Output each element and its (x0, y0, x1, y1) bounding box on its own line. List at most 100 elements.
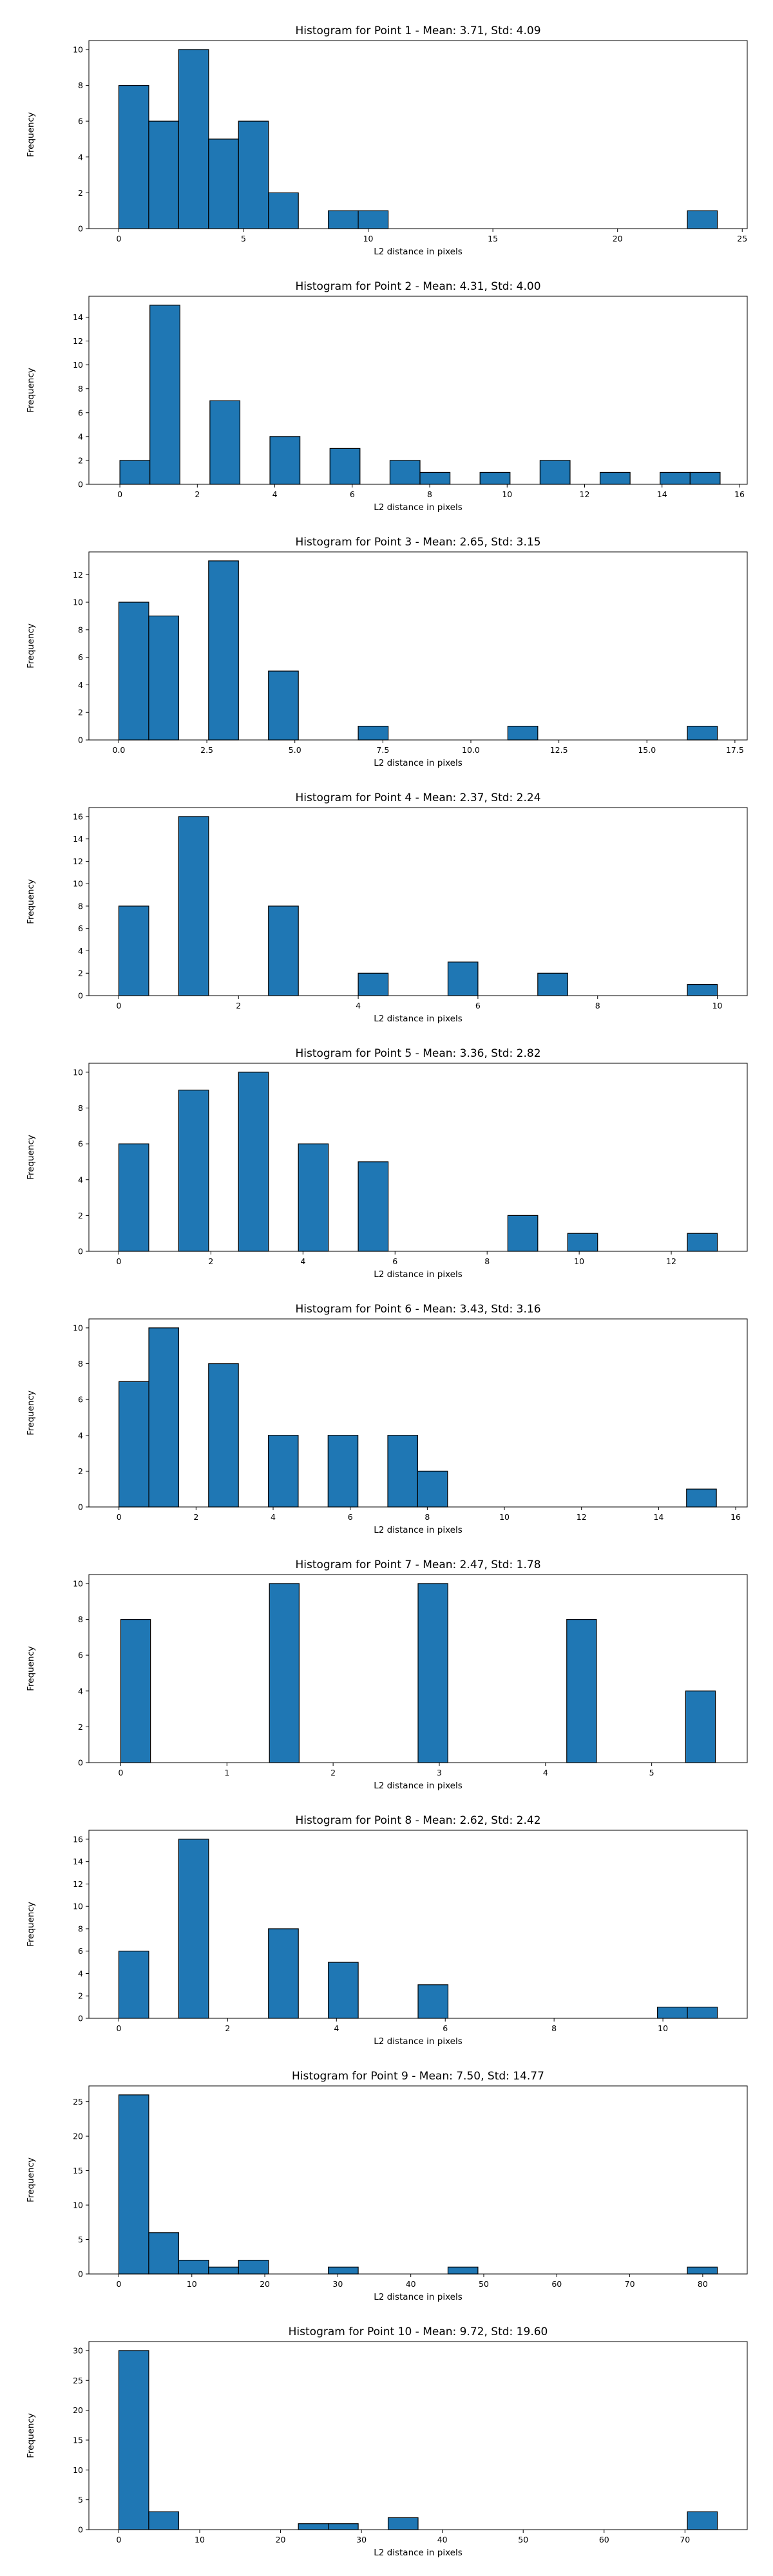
x-tick-label: 40 (437, 2535, 448, 2544)
y-tick-label: 4 (78, 680, 83, 690)
chart-title: Histogram for Point 2 - Mean: 4.31, Std:… (295, 280, 540, 293)
y-tick-label: 6 (78, 408, 83, 417)
x-tick-label: 10 (187, 2279, 197, 2289)
x-tick-label: 0 (116, 2279, 121, 2289)
histogram-bar (689, 471, 721, 485)
x-tick-label: 30 (356, 2535, 367, 2544)
histogram-bar (687, 726, 718, 741)
histogram-bar (417, 1984, 449, 2019)
x-axis-label: L2 distance in pixels (374, 247, 462, 257)
histogram-bar (417, 1583, 448, 1763)
x-axis-label: L2 distance in pixels (374, 1014, 462, 1024)
histogram-bar (566, 1618, 597, 1763)
x-tick-label: 1 (224, 1768, 229, 1777)
histogram-bar (208, 560, 239, 741)
y-tick-label: 10 (73, 1067, 83, 1077)
x-tick-label: 0 (116, 2535, 121, 2544)
x-tick-label: 10 (574, 1256, 584, 1266)
y-tick-label: 10 (73, 1323, 83, 1332)
histogram-bar (539, 460, 571, 485)
histogram-bar (268, 192, 299, 229)
x-tick-label: 5.0 (289, 745, 301, 755)
y-tick-label: 6 (78, 1651, 83, 1660)
histogram-bar (178, 2260, 209, 2275)
x-tick-label: 0 (117, 489, 122, 499)
x-tick-label: 6 (350, 489, 355, 499)
x-tick-label: 2 (225, 2023, 230, 2033)
histogram-bar (358, 972, 389, 996)
x-tick-label: 5 (241, 234, 246, 243)
histogram-bar (298, 2523, 329, 2530)
x-tick-label: 14 (653, 1512, 663, 1522)
y-tick-label: 4 (78, 1969, 83, 1978)
x-tick-label: 0 (116, 1001, 121, 1010)
y-tick-label: 6 (78, 652, 83, 662)
histogram-bar (208, 1363, 239, 1508)
histogram-bar (118, 601, 149, 741)
histogram-bar (686, 1488, 717, 1508)
histogram-bar (687, 984, 718, 996)
y-tick-label: 2 (78, 969, 83, 978)
y-tick-label: 10 (73, 44, 83, 54)
histogram-bar (178, 816, 209, 996)
histogram-bar (328, 2266, 359, 2275)
y-tick-label: 2 (78, 1211, 83, 1220)
y-tick-label: 15 (73, 2166, 83, 2175)
x-tick-label: 14 (657, 489, 667, 499)
x-tick-label: 10 (363, 234, 374, 243)
y-tick-label: 8 (78, 80, 83, 90)
x-tick-label: 4 (271, 1512, 276, 1522)
histogram-bar (687, 1233, 718, 1252)
x-tick-label: 0 (116, 2023, 121, 2033)
y-tick-label: 4 (78, 1175, 83, 1184)
histogram-bar (358, 726, 389, 741)
x-tick-label: 2.5 (200, 745, 213, 755)
y-tick-label: 4 (78, 1686, 83, 1696)
y-tick-label: 16 (73, 1834, 83, 1844)
x-tick-label: 70 (680, 2535, 690, 2544)
y-tick-label: 6 (78, 1395, 83, 1405)
chart-title: Histogram for Point 4 - Mean: 2.37, Std:… (295, 791, 540, 804)
x-tick-label: 6 (443, 2023, 448, 2033)
x-tick-label: 60 (551, 2279, 562, 2289)
histogram-bar (447, 961, 479, 996)
histogram-point-5: Histogram for Point 5 - Mean: 3.36, Std:… (26, 1047, 748, 1280)
histogram-bar (479, 471, 511, 485)
x-axis-label: L2 distance in pixels (374, 1525, 462, 1535)
histogram-bar (119, 1381, 149, 1508)
histogram-bar (178, 49, 209, 229)
histogram-bar (118, 905, 149, 996)
y-axis-label: Frequency (26, 368, 36, 413)
x-tick-label: 2 (208, 1256, 213, 1266)
y-tick-label: 10 (73, 2201, 83, 2210)
y-axis-label: Frequency (26, 1390, 36, 1435)
histogram-point-1: Histogram for Point 1 - Mean: 3.71, Std:… (26, 24, 748, 257)
chart-title: Histogram for Point 1 - Mean: 3.71, Std:… (295, 24, 540, 37)
x-tick-label: 2 (330, 1768, 336, 1777)
y-tick-label: 10 (73, 1578, 83, 1588)
y-tick-label: 8 (78, 1103, 83, 1113)
y-tick-label: 4 (78, 1430, 83, 1440)
y-tick-label: 14 (73, 1857, 83, 1866)
x-tick-label: 10 (195, 2535, 205, 2544)
y-tick-label: 20 (73, 2405, 83, 2415)
histogram-bar (507, 1215, 539, 1252)
y-tick-label: 12 (73, 570, 83, 580)
x-tick-label: 3 (437, 1768, 442, 1777)
axes-frame (88, 296, 748, 485)
x-axis-label: L2 distance in pixels (374, 758, 462, 768)
y-tick-label: 8 (78, 1359, 83, 1368)
y-tick-label: 14 (73, 834, 83, 844)
x-tick-label: 40 (406, 2279, 416, 2289)
x-tick-label: 10 (658, 2023, 668, 2033)
y-tick-label: 2 (78, 188, 83, 198)
y-tick-label: 5 (78, 2495, 83, 2505)
y-axis-label: Frequency (26, 112, 36, 157)
y-tick-label: 0 (78, 1247, 83, 1256)
histogram-bar (358, 1161, 389, 1252)
x-tick-label: 8 (595, 1001, 600, 1010)
y-tick-label: 12 (73, 336, 83, 346)
y-tick-label: 0 (78, 2525, 83, 2535)
histogram-bar (148, 1327, 180, 1508)
x-tick-label: 8 (425, 1512, 430, 1522)
